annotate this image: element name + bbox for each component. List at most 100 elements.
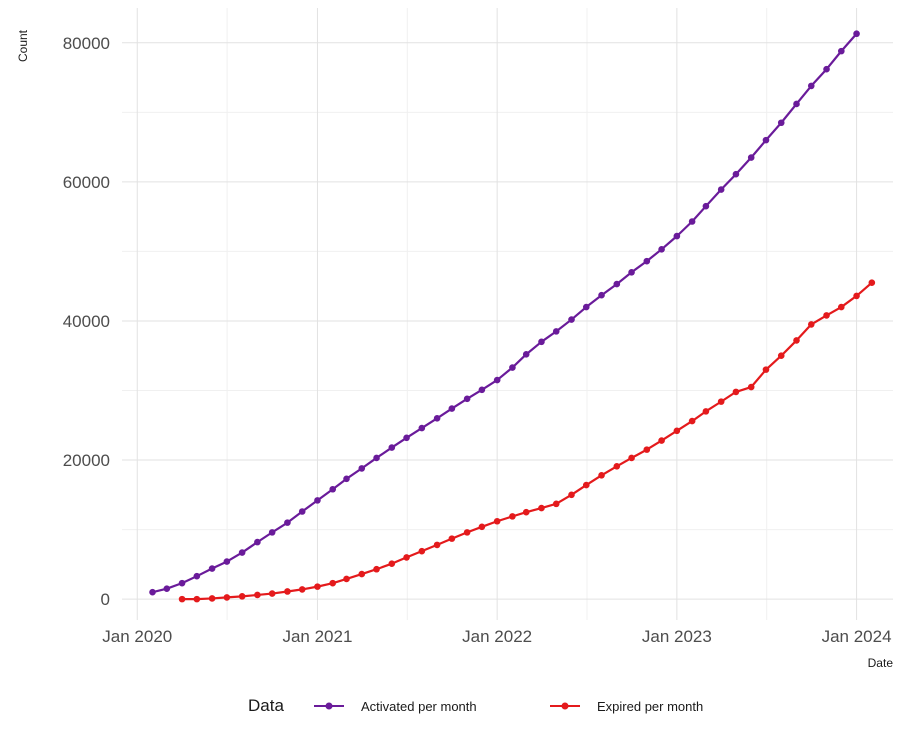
data-point-expired bbox=[403, 554, 410, 561]
legend-item-expired: Expired per month bbox=[550, 699, 703, 714]
data-point-activated bbox=[448, 405, 456, 412]
legend-label-expired: Expired per month bbox=[597, 699, 703, 714]
data-point-activated bbox=[732, 170, 740, 178]
data-point-expired bbox=[673, 427, 681, 435]
data-point-expired bbox=[747, 383, 755, 391]
data-point-expired bbox=[314, 583, 321, 590]
y-tick-label: 40000 bbox=[63, 312, 110, 331]
data-point-expired bbox=[178, 595, 186, 603]
x-axis-title: Date bbox=[868, 656, 894, 670]
data-point-activated bbox=[223, 558, 231, 565]
data-point-activated bbox=[373, 454, 380, 462]
data-point-activated bbox=[208, 565, 216, 572]
data-point-expired bbox=[238, 593, 246, 600]
data-point-expired bbox=[329, 579, 337, 587]
data-point-activated bbox=[807, 82, 815, 90]
data-point-expired bbox=[268, 590, 276, 597]
legend-title: Data bbox=[248, 696, 284, 715]
data-point-activated bbox=[238, 549, 246, 556]
data-point-activated bbox=[582, 303, 590, 311]
data-point-activated bbox=[777, 119, 785, 127]
y-axis-title: Count bbox=[16, 29, 30, 62]
data-point-activated bbox=[823, 65, 830, 73]
y-axis-tick-labels: 0 20000 40000 60000 80000 bbox=[63, 34, 110, 609]
y-tick-label: 60000 bbox=[63, 173, 110, 192]
data-point-activated bbox=[509, 364, 516, 371]
data-point-expired bbox=[478, 523, 486, 531]
data-point-activated bbox=[268, 529, 276, 536]
data-point-expired bbox=[807, 321, 815, 328]
data-point-activated bbox=[463, 395, 471, 403]
data-point-activated bbox=[702, 202, 710, 210]
data-point-activated bbox=[688, 218, 696, 225]
data-point-expired bbox=[373, 565, 380, 573]
data-point-activated bbox=[193, 572, 201, 580]
data-point-expired bbox=[254, 591, 261, 599]
data-point-activated bbox=[163, 585, 171, 593]
y-tick-label: 80000 bbox=[63, 34, 110, 53]
minor-gridlines bbox=[122, 8, 893, 620]
series-expired bbox=[178, 279, 876, 603]
data-point-expired bbox=[628, 454, 635, 462]
data-point-expired bbox=[433, 541, 441, 549]
data-point-expired bbox=[777, 352, 785, 360]
data-point-expired bbox=[688, 417, 696, 425]
data-point-activated bbox=[433, 415, 441, 422]
legend-label-activated: Activated per month bbox=[361, 699, 477, 714]
y-tick-label: 20000 bbox=[63, 451, 110, 470]
data-point-expired bbox=[793, 337, 800, 344]
series-layer bbox=[149, 30, 876, 603]
data-point-expired bbox=[868, 279, 876, 287]
data-point-activated bbox=[254, 538, 261, 546]
legend-key-point-activated bbox=[325, 702, 333, 710]
data-point-activated bbox=[747, 154, 755, 161]
data-point-activated bbox=[418, 424, 426, 432]
data-point-expired bbox=[284, 588, 291, 595]
data-point-expired bbox=[448, 535, 456, 542]
data-point-expired bbox=[388, 560, 396, 567]
data-point-expired bbox=[838, 303, 845, 311]
data-point-activated bbox=[314, 497, 321, 504]
data-point-activated bbox=[284, 519, 291, 526]
data-point-expired bbox=[463, 529, 471, 536]
x-tick-label: Jan 2020 bbox=[102, 627, 172, 646]
x-axis-tick-labels: Jan 2020 Jan 2021 Jan 2022 Jan 2023 Jan 2024 bbox=[102, 627, 891, 646]
data-point-activated bbox=[388, 444, 396, 451]
data-point-expired bbox=[418, 547, 426, 555]
data-point-activated bbox=[793, 100, 800, 108]
data-point-activated bbox=[522, 351, 530, 358]
legend: Data Activated per month Expired per mon… bbox=[248, 696, 703, 715]
data-point-expired bbox=[208, 595, 216, 602]
data-point-activated bbox=[178, 579, 186, 587]
data-point-activated bbox=[838, 47, 845, 55]
data-point-activated bbox=[403, 434, 410, 442]
data-point-activated bbox=[762, 136, 770, 144]
data-point-activated bbox=[673, 232, 681, 240]
data-point-expired bbox=[732, 388, 740, 396]
data-point-expired bbox=[522, 508, 530, 516]
data-point-expired bbox=[552, 500, 560, 508]
data-point-activated bbox=[298, 508, 306, 515]
data-point-activated bbox=[613, 280, 621, 288]
major-gridlines bbox=[122, 8, 893, 620]
data-point-activated bbox=[493, 376, 501, 384]
data-point-expired bbox=[643, 446, 651, 453]
data-point-expired bbox=[823, 312, 830, 319]
data-point-expired bbox=[762, 366, 770, 373]
data-point-expired bbox=[223, 594, 231, 601]
data-point-activated bbox=[478, 386, 486, 394]
data-point-expired bbox=[717, 398, 725, 405]
data-point-activated bbox=[598, 291, 605, 299]
data-point-activated bbox=[658, 246, 665, 253]
series-activated bbox=[149, 30, 860, 596]
data-point-expired bbox=[298, 586, 306, 593]
data-point-expired bbox=[658, 437, 665, 444]
data-point-expired bbox=[538, 504, 545, 512]
data-point-expired bbox=[509, 513, 516, 520]
data-point-expired bbox=[853, 292, 860, 300]
data-point-expired bbox=[702, 408, 710, 415]
data-point-activated bbox=[628, 268, 635, 276]
data-point-expired bbox=[568, 491, 575, 499]
data-point-activated bbox=[329, 485, 337, 493]
